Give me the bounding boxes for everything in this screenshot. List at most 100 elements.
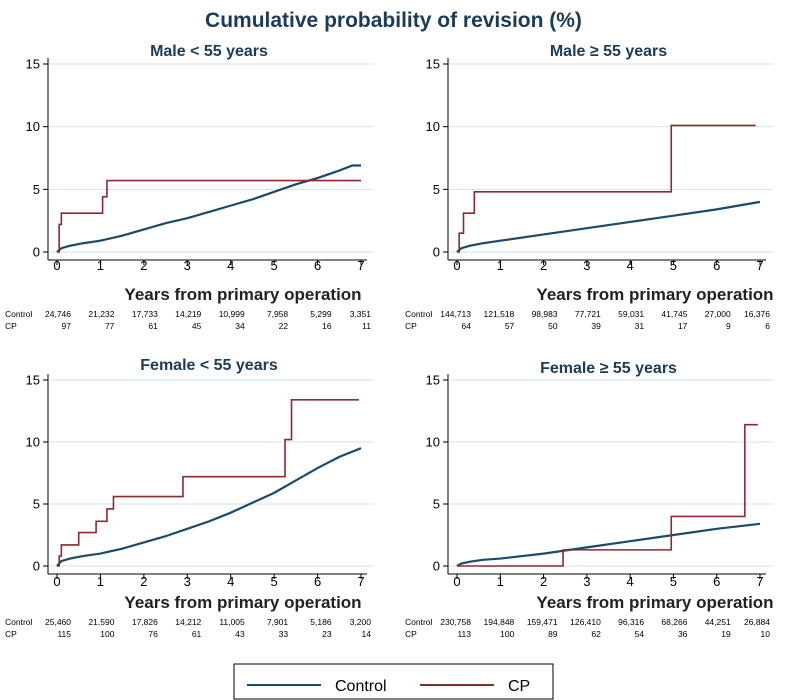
risk-value-control: 3,351 <box>350 309 372 319</box>
y-tick-label: 10 <box>426 435 440 450</box>
risk-value-cp: 33 <box>279 629 289 639</box>
y-tick-label: 0 <box>433 245 440 260</box>
risk-value-control: 11,005 <box>219 617 245 627</box>
x-tick-label: 4 <box>227 574 234 589</box>
legend-box <box>233 663 554 700</box>
risk-value-control: 144,713 <box>440 309 471 319</box>
y-tick-label: 0 <box>33 559 40 574</box>
risk-value-control: 7,901 <box>267 617 289 627</box>
x-tick-label: 6 <box>713 258 720 273</box>
risk-value-cp: 36 <box>678 629 688 639</box>
risk-value-cp: 62 <box>591 629 601 639</box>
risk-value-cp: 97 <box>62 321 72 331</box>
x-tick-label: 0 <box>53 574 60 589</box>
risk-value-cp: 11 <box>362 321 371 331</box>
risk-row-label-control: Control <box>405 309 433 319</box>
risk-value-cp: 23 <box>322 629 332 639</box>
risk-value-control: 68,266 <box>661 617 687 627</box>
risk-value-cp: 14 <box>362 629 372 639</box>
x-axis-label: Years from primary operation <box>536 285 773 304</box>
risk-value-cp: 100 <box>500 629 514 639</box>
y-tick-label: 5 <box>433 497 440 512</box>
x-tick-label: 7 <box>357 258 364 273</box>
risk-value-control: 77,721 <box>575 309 601 319</box>
risk-value-control: 41,745 <box>661 309 687 319</box>
x-tick-label: 3 <box>184 574 191 589</box>
x-tick-label: 0 <box>53 258 60 273</box>
x-tick-label: 7 <box>357 574 364 589</box>
risk-row-label-cp: CP <box>405 321 417 331</box>
risk-value-control: 21,232 <box>88 309 114 319</box>
y-tick-label: 15 <box>426 373 440 388</box>
x-axis-label: Years from primary operation <box>124 285 361 304</box>
risk-value-cp: 113 <box>457 629 471 639</box>
x-tick-label: 4 <box>627 258 634 273</box>
x-tick-label: 2 <box>540 574 547 589</box>
risk-row-label-cp: CP <box>5 629 17 639</box>
x-tick-label: 3 <box>583 258 590 273</box>
x-tick-label: 2 <box>540 258 547 273</box>
risk-value-control: 98,983 <box>532 309 558 319</box>
risk-value-control: 25,460 <box>45 617 71 627</box>
series-line-cp <box>457 423 758 567</box>
x-tick-label: 0 <box>453 258 460 273</box>
x-tick-label: 2 <box>140 574 147 589</box>
x-tick-label: 1 <box>97 574 104 589</box>
x-tick-label: 6 <box>713 574 720 589</box>
risk-value-control: 5,299 <box>310 309 332 319</box>
panel-title: Male ≥ 55 years <box>550 43 667 60</box>
x-tick-label: 1 <box>497 574 504 589</box>
risk-value-cp: 6 <box>765 321 770 331</box>
risk-value-cp: 61 <box>192 629 202 639</box>
y-tick-label: 0 <box>433 559 440 574</box>
risk-value-cp: 9 <box>726 321 731 331</box>
x-tick-label: 1 <box>497 258 504 273</box>
risk-value-cp: 22 <box>279 321 289 331</box>
risk-value-control: 230,758 <box>440 617 471 627</box>
risk-value-control: 24,746 <box>45 309 71 319</box>
risk-value-control: 5,186 <box>310 617 332 627</box>
y-tick-label: 5 <box>433 182 440 197</box>
x-tick-label: 5 <box>670 258 677 273</box>
x-tick-label: 3 <box>583 574 590 589</box>
panel-title: Male < 55 years <box>150 43 268 60</box>
risk-value-control: 3,200 <box>350 617 372 627</box>
series-line-cp <box>457 124 756 253</box>
risk-value-control: 126,410 <box>570 617 601 627</box>
x-tick-label: 4 <box>627 574 634 589</box>
legend: Control CP <box>233 663 554 700</box>
x-tick-label: 0 <box>453 574 460 589</box>
risk-value-cp: 17 <box>678 321 688 331</box>
risk-value-control: 21,590 <box>88 617 114 627</box>
risk-value-cp: 115 <box>57 629 71 639</box>
page-title: Cumulative probability of revision (%) <box>205 9 582 32</box>
series-line-control <box>456 522 761 567</box>
x-tick-label: 1 <box>97 258 104 273</box>
risk-value-control: 44,251 <box>705 617 731 627</box>
risk-value-control: 10,999 <box>219 309 245 319</box>
risk-value-control: 27,000 <box>705 309 731 319</box>
risk-row-label-cp: CP <box>405 629 417 639</box>
risk-value-control: 14,219 <box>175 309 201 319</box>
y-tick-label: 5 <box>33 497 40 512</box>
risk-row-label-control: Control <box>405 617 433 627</box>
risk-value-cp: 57 <box>505 321 515 331</box>
risk-value-cp: 64 <box>462 321 472 331</box>
x-tick-label: 6 <box>314 574 321 589</box>
x-tick-label: 5 <box>271 574 278 589</box>
risk-value-control: 26,884 <box>744 617 770 627</box>
panel-title: Female ≥ 55 years <box>540 360 677 377</box>
y-tick-label: 10 <box>26 119 40 134</box>
risk-value-control: 96,316 <box>618 617 644 627</box>
risk-value-cp: 61 <box>148 321 158 331</box>
y-tick-label: 15 <box>26 373 40 388</box>
series-line-control <box>456 200 761 253</box>
y-tick-label: 10 <box>26 435 40 450</box>
risk-value-cp: 76 <box>148 629 158 639</box>
risk-row-label-control: Control <box>5 617 33 627</box>
risk-value-cp: 19 <box>721 629 731 639</box>
y-tick-label: 15 <box>26 57 40 72</box>
x-axis-label: Years from primary operation <box>536 593 773 612</box>
